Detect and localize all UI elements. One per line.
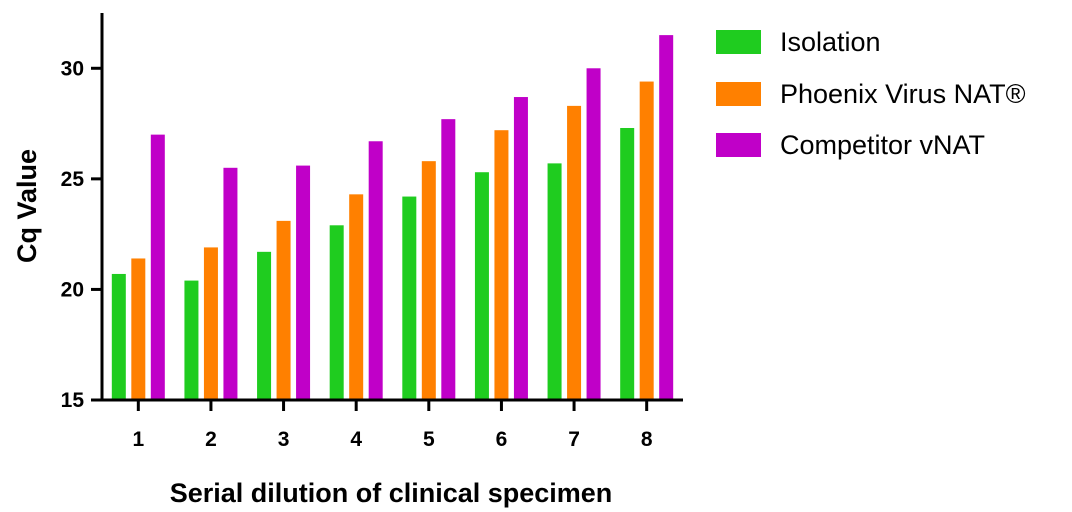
bar-2-5 — [421, 161, 436, 400]
axes-layer — [100, 13, 683, 402]
legend: Isolation Phoenix Virus NAT® Competitor vN… — [716, 27, 1026, 160]
bar-3-7 — [586, 68, 601, 401]
y-tick-label: 30 — [61, 57, 84, 80]
x-tick-label: 4 — [350, 428, 362, 451]
bar-1-3 — [257, 251, 272, 400]
x-tick-label: 6 — [496, 428, 508, 451]
x-ticks: 1 2 3 4 5 6 7 8 — [132, 400, 653, 451]
legend-label-2: Phoenix Virus NAT® — [780, 79, 1026, 109]
bar-1-4 — [329, 225, 344, 400]
bar-3-3 — [296, 165, 311, 400]
bars-layer — [111, 35, 674, 401]
bar-2-6 — [494, 130, 509, 400]
bar-2-8 — [639, 81, 654, 400]
legend-label-1: Isolation — [780, 27, 881, 57]
bar-3-1 — [150, 134, 165, 400]
bar-1-7 — [547, 163, 562, 400]
bar-2-3 — [276, 220, 291, 400]
y-tick-label: 25 — [61, 168, 85, 191]
x-tick-label: 5 — [423, 428, 435, 451]
y-tick-label: 20 — [61, 278, 84, 301]
x-tick-label: 7 — [568, 428, 580, 451]
bar-3-4 — [368, 141, 383, 400]
bar-1-5 — [402, 196, 417, 400]
legend-swatch-2 — [716, 82, 761, 106]
y-ticks: 15 20 25 30 — [61, 57, 102, 412]
bar-1-6 — [474, 172, 489, 400]
legend-swatch-1 — [716, 30, 761, 54]
bar-3-5 — [441, 119, 456, 401]
x-tick-label: 3 — [278, 428, 290, 451]
y-axis-title: Cq Value — [12, 149, 42, 263]
bar-2-2 — [203, 247, 218, 400]
bar-3-2 — [223, 167, 238, 400]
x-tick-label: 2 — [205, 428, 217, 451]
x-tick-label: 8 — [641, 428, 653, 451]
bar-1-2 — [184, 280, 199, 400]
x-tick-label: 1 — [132, 428, 144, 451]
bar-2-7 — [567, 105, 582, 400]
y-tick-label: 15 — [61, 389, 85, 412]
bar-2-1 — [131, 258, 146, 400]
bar-1-8 — [620, 127, 635, 400]
legend-label-3: Competitor vNAT — [780, 130, 985, 160]
bar-1-1 — [111, 273, 126, 400]
legend-swatch-3 — [716, 133, 761, 157]
x-axis-title: Serial dilution of clinical specimen — [170, 478, 613, 508]
bar-3-6 — [513, 97, 528, 400]
bar-2-4 — [349, 194, 364, 400]
bar-3-8 — [659, 35, 674, 400]
